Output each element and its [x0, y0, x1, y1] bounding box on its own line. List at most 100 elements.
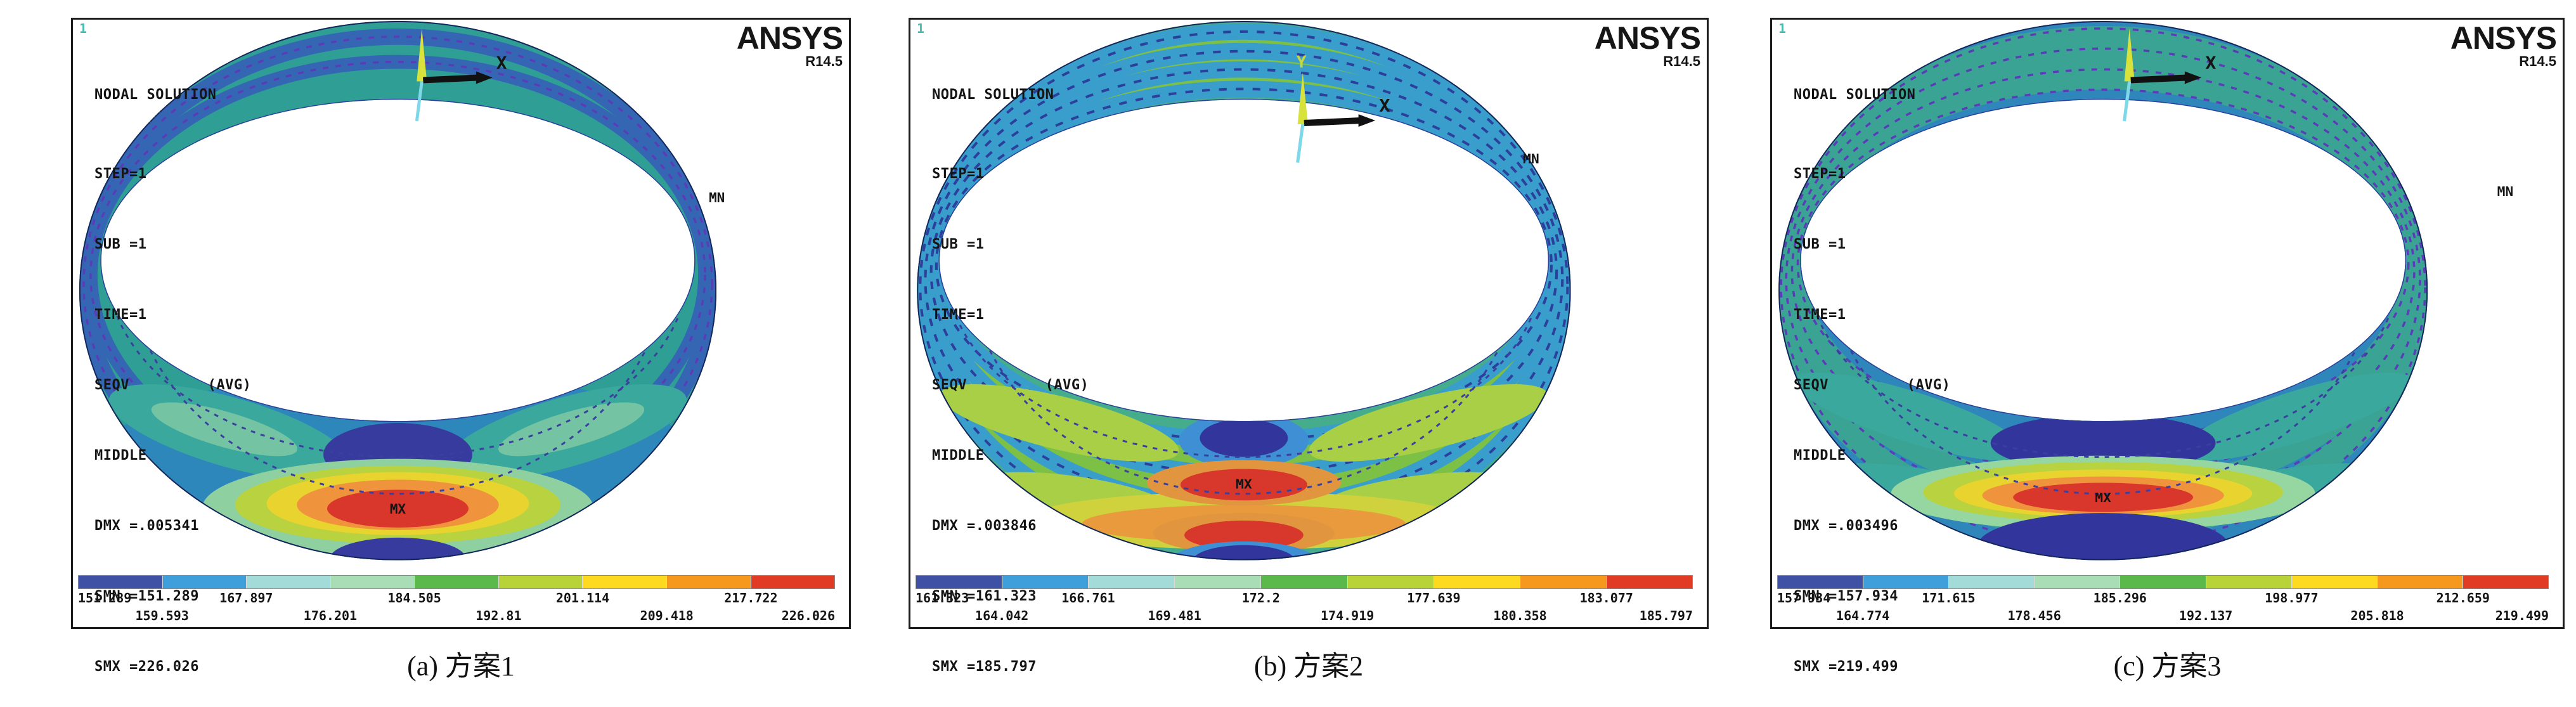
min-stress-marker: MN [709, 190, 725, 205]
legend-color-bar [78, 575, 835, 589]
info-line: SEQV (AVG) [1794, 377, 1951, 393]
ansys-brand: ANSYS [1594, 20, 1701, 56]
legend-value: 185.797 [1639, 608, 1693, 623]
ansys-panel-3: X MX MN 1 NODAL SOLUTION STEP=1 SUB =1 T… [1770, 18, 2565, 675]
info-line: SMN =157.934 [1794, 588, 1898, 604]
legend-color-cell [583, 576, 667, 588]
solution-title: NODAL SOLUTION [1794, 87, 1916, 103]
stress-legend: 151.289 167.897 184.505 201.114 217.722 … [78, 575, 835, 626]
legend-value: 184.505 [387, 590, 441, 606]
stress-legend: 157.934 171.615 185.296 198.977 212.659 … [1777, 575, 2549, 626]
legend-values-row: 164.774 178.456 192.137 205.818 219.499 [1777, 608, 2549, 625]
legend-value: 209.418 [640, 608, 694, 623]
solution-title: NODAL SOLUTION [932, 87, 1054, 103]
info-line: STEP=1 [94, 166, 147, 182]
info-line: SMN =151.289 [94, 588, 199, 604]
stress-contour-plot-2: Y X MX MN [917, 20, 1571, 561]
ansys-logo: ANSYS R14.5 [2450, 20, 2557, 69]
triad-icon: X [2123, 28, 2216, 122]
info-line: DMX =.003496 [1794, 518, 1898, 534]
triad-icon: X [415, 28, 507, 122]
solution-info: NODAL SOLUTION STEP=1 SUB =1 TIME=1 SEQV… [94, 36, 251, 707]
triad-x-label: X [1379, 95, 1390, 116]
info-line: TIME=1 [94, 307, 147, 323]
triad-z-arrow-icon [2123, 81, 2132, 122]
legend-value: 198.977 [2265, 590, 2319, 606]
legend-value: 172.2 [1241, 590, 1280, 606]
info-line: STEP=1 [932, 166, 985, 182]
solution-info: NODAL SOLUTION STEP=1 SUB =1 TIME=1 SEQV… [1794, 36, 1950, 707]
triad-x-label: X [496, 53, 507, 74]
info-line: STEP=1 [1794, 166, 1846, 182]
legend-value: 176.201 [303, 608, 358, 623]
window-id: 1 [1778, 21, 1787, 36]
legend-color-cell [1778, 576, 1864, 588]
legend-color-cell [1863, 576, 1950, 588]
legend-value: 157.934 [1777, 590, 1831, 606]
legend-color-cell [1606, 576, 1692, 588]
info-line: DMX =.005341 [94, 518, 199, 534]
legend-value: 219.499 [2495, 608, 2549, 623]
legend-value: 171.615 [1922, 590, 1976, 606]
legend-value: 183.077 [1579, 590, 1633, 606]
triad-z-arrow-icon [415, 81, 424, 122]
legend-color-cell [751, 576, 835, 588]
legend-value: 217.722 [724, 590, 778, 606]
info-line: MIDDLE [1794, 448, 1846, 464]
stress-contour-plot-1: X MX MN [79, 20, 725, 561]
triad-y-arrow-icon [417, 28, 427, 82]
legend-color-cell [415, 576, 499, 588]
subfigure-caption: (b) 方案2 [1253, 651, 1364, 682]
legend-color-cell [2291, 576, 2378, 588]
triad-z-arrow-icon [1296, 124, 1305, 163]
legend-color-cell [1261, 576, 1348, 588]
info-line: SUB =1 [1794, 237, 1846, 252]
info-line: SEQV (AVG) [932, 377, 1089, 393]
legend-value: 151.289 [78, 590, 132, 606]
ansys-brand: ANSYS [2450, 20, 2557, 56]
legend-value: 178.456 [2007, 608, 2061, 623]
legend-color-cell [330, 576, 415, 588]
min-stress-marker: MN [2497, 183, 2514, 199]
legend-color-cell [1347, 576, 1434, 588]
legend-values-row: 164.042 169.481 174.919 180.358 185.797 [916, 608, 1693, 625]
ansys-logo: ANSYS R14.5 [1594, 20, 1701, 69]
legend-color-cell [1089, 576, 1175, 588]
window-id: 1 [917, 21, 925, 36]
legend-value: 161.323 [916, 590, 969, 606]
ansys-logo: ANSYS R14.5 [737, 22, 843, 69]
legend-color-cell [916, 576, 1003, 588]
legend-value: 164.042 [975, 608, 1029, 623]
subfigure-caption: (c) 方案3 [2113, 651, 2222, 682]
max-stress-marker: MX [1236, 476, 1252, 492]
legend-value: 174.919 [1321, 608, 1375, 623]
legend-color-bar [916, 575, 1693, 589]
legend-color-cell [498, 576, 583, 588]
triad-y-label: Y [1297, 53, 1307, 72]
legend-color-cell [79, 576, 163, 588]
subfigure-caption: (a) 方案1 [407, 651, 515, 682]
info-line: SEQV (AVG) [94, 377, 252, 393]
legend-value: 192.137 [2179, 608, 2233, 623]
ansys-brand: ANSYS [736, 20, 843, 56]
triad-x-label: X [2205, 53, 2216, 74]
legend-value: 226.026 [781, 608, 835, 623]
legend-value: 167.897 [219, 590, 273, 606]
legend-value: 169.481 [1148, 608, 1201, 623]
legend-color-cell [666, 576, 751, 588]
stress-contour-plot-3: X MX MN [1778, 20, 2514, 561]
solution-title: NODAL SOLUTION [94, 87, 217, 103]
info-line: SUB =1 [932, 237, 985, 252]
max-stress-marker: MX [390, 502, 406, 517]
legend-color-bar [1777, 575, 2549, 589]
legend-color-cell [2035, 576, 2121, 588]
legend-color-cell [247, 576, 331, 588]
legend-value: 164.774 [1836, 608, 1890, 623]
legend-value: 201.114 [555, 590, 610, 606]
ansys-version: R14.5 [1663, 53, 1700, 69]
legend-color-cell [1949, 576, 2035, 588]
legend-color-cell [1002, 576, 1089, 588]
triad-icon: Y X [1296, 53, 1390, 163]
window-id: 1 [79, 21, 87, 36]
info-line: SUB =1 [94, 237, 147, 252]
